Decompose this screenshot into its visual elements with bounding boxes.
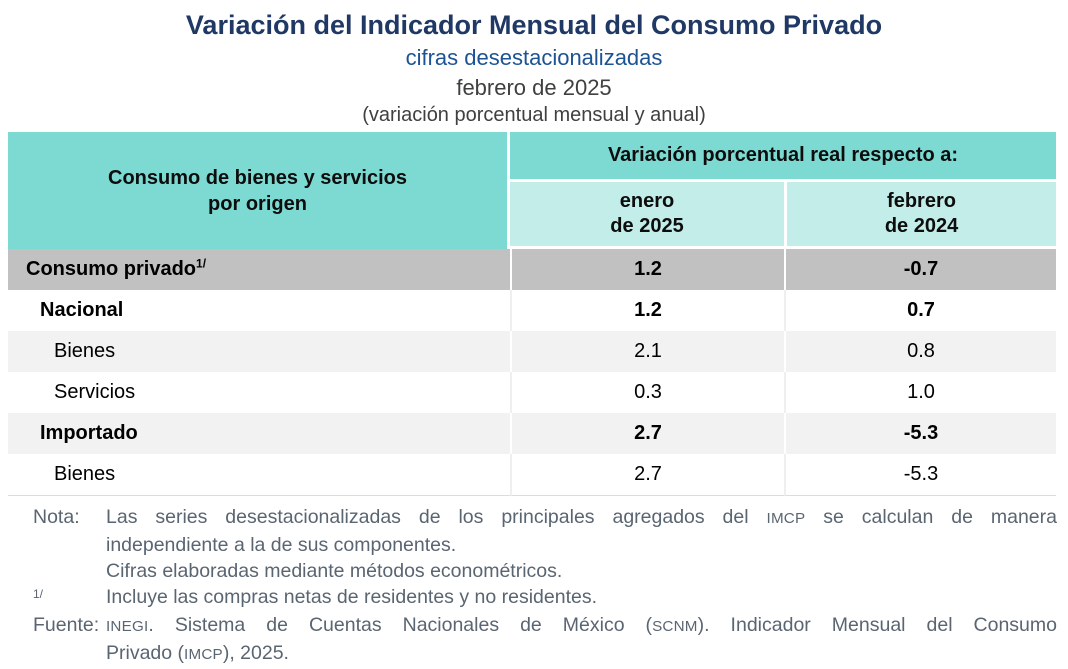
row-label: Importado (8, 413, 510, 454)
consumption-table: Consumo de bienes y servicios por origen… (8, 132, 1057, 496)
table-row-nacional: Nacional 1.2 0.7 (8, 290, 1057, 331)
source-text: INEGI. Sistema de Cuentas Nacionales de … (106, 612, 1057, 668)
value-cell: 2.1 (510, 331, 784, 372)
note-label-spacer (33, 558, 106, 584)
note-line-1: Las series desestacionalizadas de los pr… (106, 506, 1057, 528)
page-title: Variación del Indicador Mensual del Cons… (185, 10, 883, 40)
footnote-ref: 1/ (196, 256, 207, 271)
unit-caption: (variación porcentual mensual y anual) (362, 104, 706, 126)
value-cell: 0.3 (510, 372, 784, 413)
value-cell: 0.8 (784, 331, 1057, 372)
row-label: Bienes (8, 331, 510, 372)
source-label: Fuente: (33, 614, 100, 636)
period-caption: febrero de 2025 (456, 75, 612, 100)
column-header-enero-2025: enero de 2025 (510, 182, 784, 249)
value-cell: 1.2 (510, 249, 784, 290)
note-text: Las series desestacionalizadas de los pr… (106, 504, 1057, 558)
table-row-consumo-privado: Consumo privado1/ 1.2 -0.7 (8, 249, 1057, 290)
value-cell: -5.3 (784, 454, 1057, 496)
table-row-importado: Importado 2.7 -5.3 (8, 413, 1057, 454)
row-label: Servicios (8, 372, 510, 413)
page: Variación del Indicador Mensual del Cons… (0, 9, 1068, 669)
footnote-text: Incluye las compras netas de residentes … (106, 586, 598, 608)
column-header-febrero-2024: febrero de 2024 (784, 182, 1057, 249)
table-row-nacional-bienes: Bienes 2.1 0.8 (8, 331, 1057, 372)
row-label: Nacional (8, 290, 510, 331)
row-header-line1: Consumo de bienes y servicios (108, 166, 407, 189)
value-cell: 2.7 (510, 413, 784, 454)
table-row-importado-bienes: Bienes 2.7 -5.3 (8, 454, 1057, 496)
value-cell: -0.7 (784, 249, 1057, 290)
note-line-2: independiente a la de sus componentes. (106, 534, 457, 556)
row-header-cell: Consumo de bienes y servicios por origen (8, 132, 510, 249)
page-subtitle: cifras desestacionalizadas (405, 45, 663, 70)
value-cell: 1.2 (510, 290, 784, 331)
note-label: Nota: (33, 506, 80, 528)
value-cell: 1.0 (784, 372, 1057, 413)
row-header-line2: por origen (208, 192, 307, 215)
notes: Nota: Las series desestacionalizadas de … (33, 504, 1057, 668)
value-cell: -5.3 (784, 413, 1057, 454)
footnote-marker: 1/ (33, 587, 44, 601)
note-methods-text: Cifras elaboradas mediante métodos econo… (106, 560, 563, 582)
row-label: Consumo privado1/ (8, 249, 510, 290)
group-header-cell: Variación porcentual real respecto a: (510, 132, 1057, 182)
value-cell: 0.7 (784, 290, 1057, 331)
source-line-1: INEGI. Sistema de Cuentas Nacionales de … (106, 614, 1057, 636)
source-line-2: Privado (IMCP), 2025. (106, 642, 289, 664)
value-cell: 2.7 (510, 454, 784, 496)
table-row-nacional-servicios: Servicios 0.3 1.0 (8, 372, 1057, 413)
row-label: Bienes (8, 454, 510, 496)
